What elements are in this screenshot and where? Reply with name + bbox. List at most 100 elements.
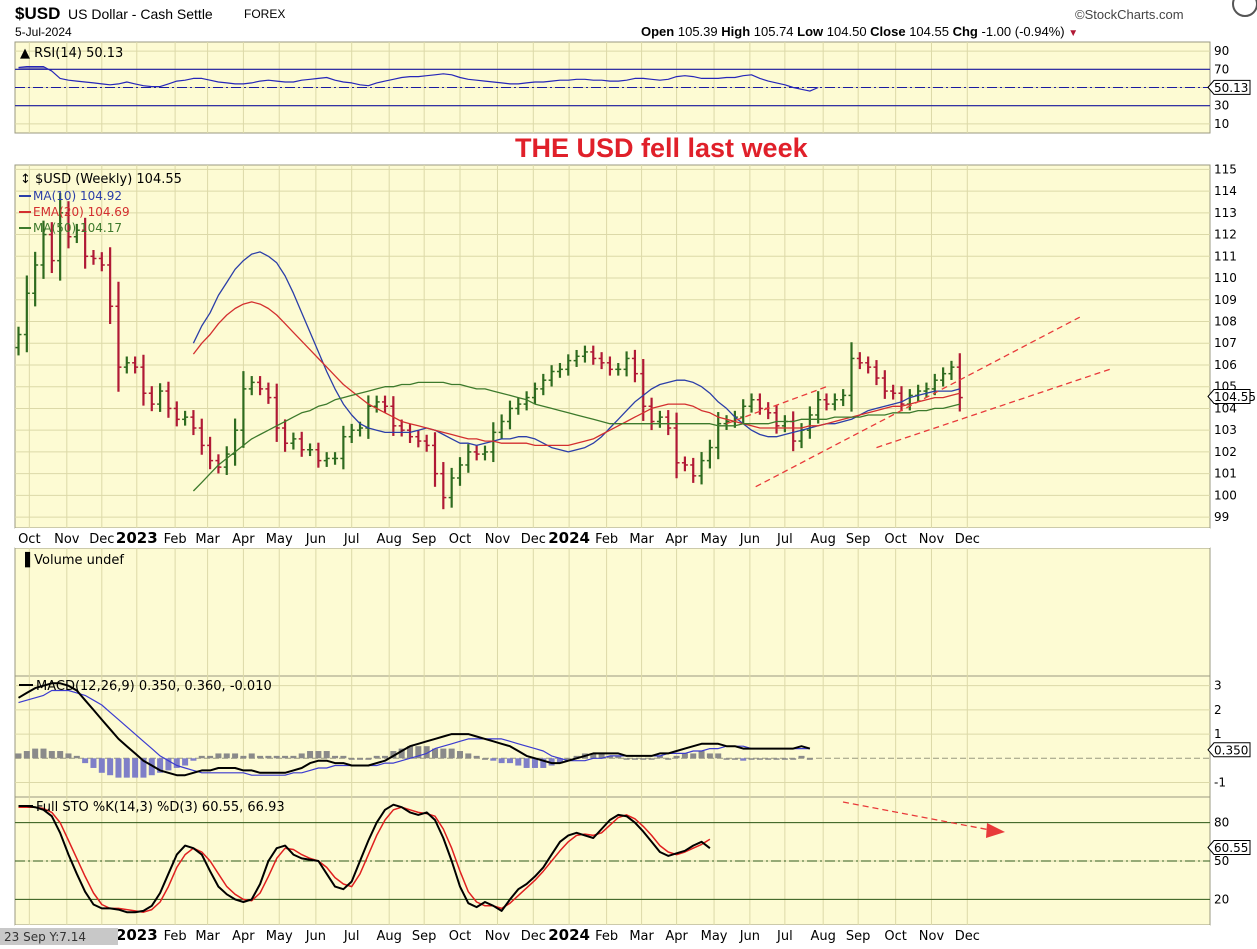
x-axis-label: Aug — [810, 929, 835, 944]
macd-histogram-bar — [373, 755, 380, 759]
low-label: Low — [797, 24, 824, 39]
y-tick-label: 101 — [1214, 467, 1237, 481]
macd-histogram-bar — [640, 758, 647, 760]
macd-histogram-bar — [148, 758, 155, 776]
ma50-line — [192, 381, 960, 492]
macd-histogram-bar — [681, 753, 688, 759]
sto-last-value-text: 60.55 — [1214, 841, 1248, 855]
x-axis-label: May — [266, 929, 293, 944]
macd-histogram-bar — [90, 758, 97, 768]
macd-histogram-bar — [348, 758, 355, 760]
legend-entry: EMA(20) 104.69 — [33, 205, 130, 219]
high-value: 105.74 — [753, 24, 794, 39]
macd-histogram-bar — [157, 758, 164, 773]
macd-histogram-bar — [556, 758, 563, 764]
x-axis-label: Feb — [595, 532, 618, 547]
y-tick-label: 112 — [1214, 228, 1237, 242]
x-axis-label: Apr — [232, 532, 255, 547]
x-axis-label: May — [701, 929, 728, 944]
macd-histogram-bar — [690, 753, 697, 759]
change-label: Chg — [952, 24, 978, 39]
panel-bg-price — [14, 164, 1211, 529]
macd-histogram-bar — [298, 753, 305, 759]
x-axis-label: Sep — [846, 929, 871, 944]
y-tick-label: 107 — [1214, 336, 1237, 350]
macd-histogram-bar — [790, 758, 797, 760]
x-axis-label: May — [701, 532, 728, 547]
x-axis-label: 2023 — [116, 529, 158, 547]
macd-histogram-bar — [548, 758, 555, 766]
y-tick-label: 50 — [1214, 854, 1229, 868]
macd-histogram-bar — [282, 755, 289, 759]
x-axis-label: Mar — [195, 929, 220, 944]
y-tick-label: 111 — [1214, 249, 1237, 263]
exchange: FOREX — [244, 7, 286, 21]
sto-k-line — [18, 803, 711, 914]
x-axis-label: Apr — [665, 929, 688, 944]
macd-histogram-bar — [515, 758, 522, 766]
macd-histogram-bar — [631, 758, 638, 760]
x-axis-label: Jul — [776, 532, 793, 547]
price-last-value-tag — [1207, 388, 1251, 404]
x-axis-label: Feb — [164, 532, 187, 547]
rsi-last-value-tag — [1207, 79, 1251, 95]
y-tick-label: 110 — [1214, 271, 1237, 285]
macd-histogram-bar — [731, 758, 738, 760]
macd-histogram-bar — [32, 748, 39, 759]
macd-histogram-bar — [698, 751, 705, 759]
y-tick-label: 115 — [1214, 162, 1237, 176]
macd-histogram-bar — [415, 746, 422, 759]
sto-last-value-tag — [1207, 839, 1251, 855]
x-axis-label: Jun — [739, 532, 760, 547]
low-value: 104.50 — [826, 24, 867, 39]
macd-histogram-bar — [307, 751, 314, 759]
macd-histogram-bar — [440, 748, 447, 759]
price-title: ↕ $USD (Weekly) 104.55 — [20, 172, 182, 187]
macd-histogram-bar — [565, 758, 572, 760]
macd-line — [17, 682, 811, 777]
x-axis-label: Oct — [884, 929, 906, 944]
macd-histogram-bar — [756, 758, 763, 760]
y-tick-label: 109 — [1214, 293, 1237, 307]
legend-entry: MA(10) 104.92 — [33, 189, 122, 203]
x-axis-label: Jun — [305, 929, 326, 944]
x-axis-label: Apr — [232, 929, 255, 944]
sto-trend-arrow-line — [842, 801, 991, 831]
macd-histogram-bar — [315, 751, 322, 759]
macd-histogram-bar — [407, 746, 414, 759]
ema20-line — [192, 301, 960, 447]
close-value: 104.55 — [909, 24, 949, 39]
rsi-last-value-text: 50.13 — [1214, 81, 1248, 95]
sto-d-line — [18, 806, 711, 913]
macd-histogram-bar — [332, 755, 339, 759]
y-tick-label: 99 — [1214, 510, 1229, 524]
macd-histogram-bar — [573, 755, 580, 759]
macd-histogram-bar — [232, 753, 239, 759]
x-axis-label: 2024 — [548, 926, 590, 944]
macd-histogram-bar — [248, 753, 255, 759]
macd-histogram-bar — [673, 755, 680, 759]
x-axis-label: 2023 — [116, 926, 158, 944]
y-tick-label: 100 — [1214, 488, 1237, 502]
macd-histogram-bar — [198, 755, 205, 759]
trend-channel-line — [755, 316, 1081, 488]
macd-histogram-bar — [173, 758, 180, 768]
macd-histogram-bar — [665, 758, 672, 760]
y-tick-label: 108 — [1214, 315, 1237, 329]
x-axis-label: Nov — [485, 532, 511, 547]
macd-histogram-bar — [423, 746, 430, 759]
macd-title: MACD(12,26,9) 0.350, 0.360, -0.010 — [36, 679, 272, 694]
price-last-value-text: 104.55 — [1214, 390, 1256, 404]
macd-histogram-bar — [65, 753, 72, 759]
x-axis-label: Dec — [89, 532, 114, 547]
macd-histogram-bar — [257, 755, 264, 759]
down-arrow-icon: ▼ — [1068, 28, 1079, 39]
macd-histogram-bar — [273, 755, 280, 759]
macd-histogram-bar — [723, 758, 730, 760]
y-tick-label: 2 — [1214, 703, 1222, 717]
macd-histogram-bar — [540, 758, 547, 768]
x-axis-label: Oct — [449, 532, 471, 547]
x-axis-label: Oct — [18, 532, 40, 547]
sto-trend-arrowhead — [986, 823, 1005, 838]
